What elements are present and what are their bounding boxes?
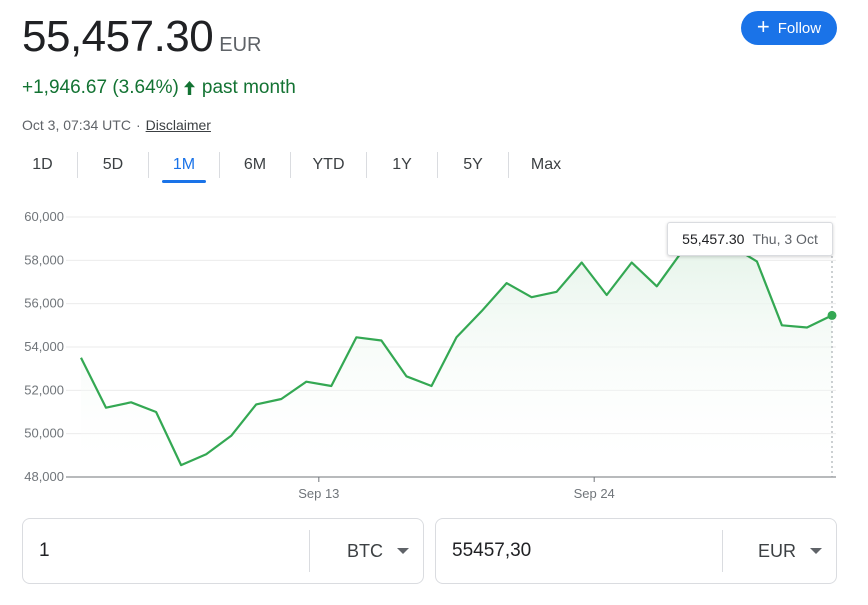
arrow-up-icon: [183, 81, 195, 95]
range-tabs: 1D 5D 1M 6M YTD 1Y 5Y Max: [8, 148, 583, 183]
tab-divider: [437, 152, 438, 178]
price-currency: EUR: [219, 34, 262, 56]
disclaimer-link[interactable]: Disclaimer: [145, 117, 211, 133]
to-currency-label: EUR: [757, 540, 796, 561]
tab-divider: [290, 152, 291, 178]
tab-divider: [77, 152, 78, 178]
y-tick-label: 58,000: [24, 252, 64, 267]
current-point: [827, 310, 837, 320]
to-amount-input[interactable]: [436, 531, 722, 571]
meta-separator: ·: [135, 117, 141, 133]
converter-divider: [309, 530, 310, 572]
y-tick-label: 52,000: [24, 382, 64, 397]
tab-6m[interactable]: 6M: [243, 156, 267, 173]
y-tick-label: 54,000: [24, 339, 64, 354]
x-tick-label: Sep 13: [298, 486, 339, 501]
tab-5d[interactable]: 5D: [102, 156, 124, 173]
tooltip-value: 55,457.30: [682, 231, 745, 247]
y-tick-label: 48,000: [24, 469, 64, 484]
tab-5y[interactable]: 5Y: [463, 156, 483, 173]
tab-1y[interactable]: 1Y: [392, 156, 412, 173]
series-area: [81, 245, 832, 477]
tab-divider: [148, 152, 149, 178]
plus-icon: +: [756, 14, 770, 39]
tab-divider: [366, 152, 367, 178]
tab-1d[interactable]: 1D: [32, 156, 53, 173]
y-tick-label: 50,000: [24, 426, 64, 441]
chevron-down-icon: [810, 548, 822, 554]
to-currency-select[interactable]: EUR: [723, 541, 836, 562]
price-change: +1,946.67 (3.64%) past month: [22, 77, 296, 99]
current-price: 55,457.30: [22, 12, 214, 61]
price-chart[interactable]: 60,000 58,000 56,000 54,000 52,000 50,000 48,0…: [0, 200, 868, 510]
from-currency-label: BTC: [347, 540, 383, 561]
from-amount-input[interactable]: [23, 531, 309, 571]
tab-divider: [508, 152, 509, 178]
price-row: 55,457.30 EUR: [22, 12, 261, 62]
converter-to: EUR: [435, 518, 837, 584]
tab-ytd[interactable]: YTD: [312, 156, 345, 173]
tab-1m[interactable]: 1M: [149, 148, 219, 183]
y-tick-label: 56,000: [24, 296, 64, 311]
from-currency-select[interactable]: BTC: [310, 541, 423, 562]
chevron-down-icon: [397, 548, 409, 554]
converter-from: BTC: [22, 518, 424, 584]
change-period: past month: [201, 77, 296, 98]
tooltip-date: Thu, 3 Oct: [752, 231, 818, 247]
y-tick-label: 60,000: [24, 209, 64, 224]
tab-divider: [219, 152, 220, 178]
follow-label: Follow: [777, 19, 822, 37]
timestamp: Oct 3, 07:34 UTC: [22, 117, 131, 133]
follow-button[interactable]: + Follow: [741, 11, 837, 45]
x-tick-label: Sep 24: [574, 486, 615, 501]
tab-max[interactable]: Max: [530, 156, 562, 173]
change-value: +1,946.67 (3.64%): [22, 77, 179, 98]
chart-tooltip: 55,457.30 Thu, 3 Oct: [667, 222, 833, 256]
timestamp-row: Oct 3, 07:34 UTC · Disclaimer: [22, 117, 211, 133]
converter-divider: [722, 530, 723, 572]
